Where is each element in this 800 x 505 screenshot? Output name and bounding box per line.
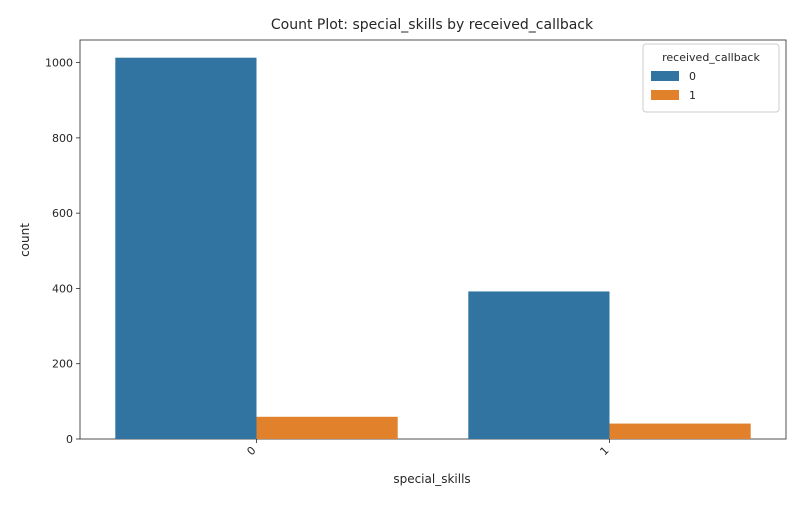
bar-skill-1-callback-0: [468, 291, 610, 439]
y-tick-label: 0: [66, 433, 73, 446]
chart-title: Count Plot: special_skills by received_c…: [271, 17, 594, 33]
y-tick-label: 1000: [45, 57, 73, 70]
plot-area-frame: [79, 39, 787, 440]
legend: received_callback 0 1: [642, 43, 780, 113]
bar-skill-0-callback-1: [256, 416, 398, 439]
x-axis-label: special_skills: [393, 472, 470, 486]
legend-swatch-1: [651, 90, 679, 100]
legend-swatch-0: [651, 71, 679, 81]
legend-entry-label: 1: [689, 89, 696, 102]
x-tick-label: 1: [597, 444, 611, 458]
bars-layer: [115, 57, 751, 440]
legend-title: received_callback: [662, 51, 760, 64]
y-axis-label: count: [18, 223, 32, 257]
bar-skill-1-callback-1: [609, 423, 751, 439]
y-tick-label: 400: [52, 282, 73, 295]
bar-skill-0-callback-0: [115, 57, 257, 440]
legend-entry-label: 0: [689, 70, 696, 83]
y-tick-label: 200: [52, 358, 73, 371]
y-tick-label: 800: [52, 132, 73, 145]
x-tick-label: 0: [244, 444, 258, 458]
y-axis: 0 200 400 600 800 1000: [45, 57, 80, 446]
y-tick-label: 600: [52, 207, 73, 220]
